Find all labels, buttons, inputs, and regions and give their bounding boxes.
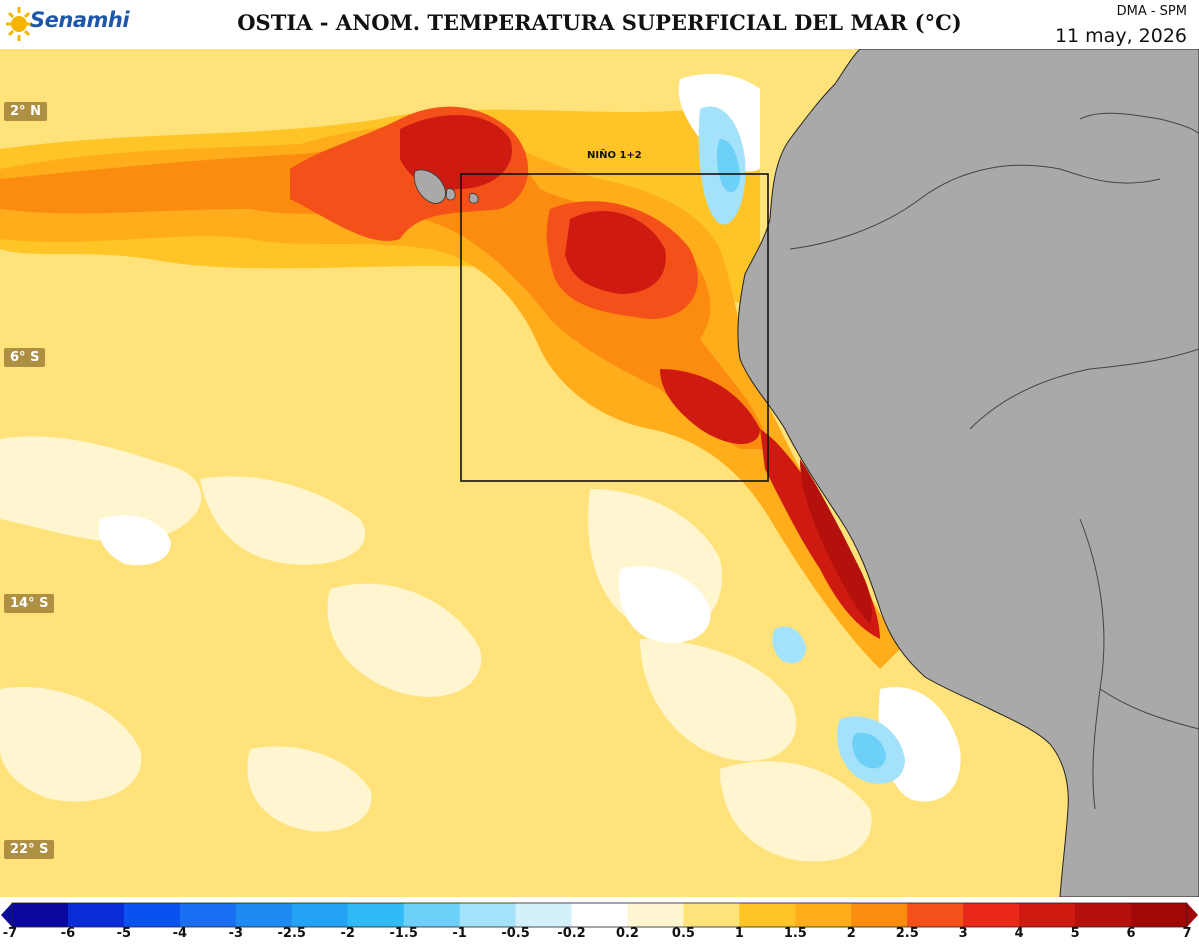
colorbar-swatch <box>235 903 293 927</box>
colorbar-tick-label: 0.5 <box>671 926 695 941</box>
anomaly-fields <box>0 106 900 670</box>
colorbar-swatch <box>739 903 796 927</box>
colorbar-swatch <box>459 903 517 927</box>
lat-label-22s: 22° S <box>4 840 55 859</box>
colorbar-ticks: -7 -6 -5 -4 -3 -2.5 -2 -1.5 -1 -0.5 -0.2 0.2 0.5 1 1.5… <box>0 926 1199 946</box>
colorbar-swatch <box>347 903 405 927</box>
colorbar-tick-label: -0.5 <box>501 926 530 941</box>
nino-region-label: NIÑO 1+2 <box>587 150 642 161</box>
colorbar-swatch <box>1131 903 1188 927</box>
colorbar-tick-label: 1 <box>734 926 744 941</box>
colorbar-tick-label: -0.2 <box>557 926 586 941</box>
colorbar-tick-label: 2.5 <box>895 926 919 941</box>
colorbar-swatch <box>123 903 181 927</box>
org-label: DMA - SPM <box>1116 4 1187 19</box>
neutral-patches <box>0 436 872 862</box>
colorbar-swatch <box>67 903 125 927</box>
colorbar-swatch <box>179 903 237 927</box>
lat-label-2n: 2° N <box>4 102 47 121</box>
colorbar-swatch <box>12 903 69 927</box>
colorbar-tick-label: -4 <box>172 926 188 941</box>
date-label: 11 may, 2026 <box>1054 25 1187 47</box>
country-borders <box>789 112 1199 810</box>
colorbar-tick-label: 6 <box>1126 926 1136 941</box>
nino-region-box <box>460 173 769 482</box>
colorbar-min-arrow <box>1 903 12 927</box>
colorbar-swatch <box>291 903 349 927</box>
colorbar-tick-label: 2 <box>846 926 856 941</box>
colorbar-swatch <box>515 903 573 927</box>
colorbar-swatch <box>795 903 852 927</box>
colorbar-swatch <box>851 903 908 927</box>
colorbar-tick-label: -3 <box>228 926 244 941</box>
lat-label-6s: 6° S <box>4 348 46 367</box>
colorbar-swatch <box>683 903 740 927</box>
colorbar-swatch <box>1019 903 1076 927</box>
colorbar-swatch <box>627 903 684 927</box>
colorbar-swatch <box>1075 903 1132 927</box>
colorbar-tick-label: 5 <box>1070 926 1080 941</box>
colorbar-swatch <box>907 903 964 927</box>
sst-anomaly-map <box>0 49 1199 897</box>
colorbar-tick-label: 4 <box>1014 926 1024 941</box>
colorbar-outline <box>11 902 1188 928</box>
colorbar-tick-label: -1 <box>452 926 467 941</box>
colorbar <box>1 902 1198 928</box>
colorbar-tick-label: -7 <box>2 926 18 941</box>
logo-text: Senamhi <box>30 8 130 32</box>
colorbar-tick-label: -2 <box>340 926 355 941</box>
colorbar-max-arrow <box>1187 903 1198 927</box>
map-title: OSTIA - ANOM. TEMPERATURA SUPERFICIAL DE… <box>237 10 962 35</box>
galapagos-islands <box>413 169 479 204</box>
colorbar-swatch <box>963 903 1020 927</box>
land-south-america <box>737 49 1199 897</box>
header: Senamhi OSTIA - ANOM. TEMPERATURA SUPERF… <box>0 0 1199 48</box>
colorbar-tick-label: -1.5 <box>389 926 418 941</box>
senamhi-logo: Senamhi <box>4 2 130 46</box>
colorbar-swatch <box>571 903 628 927</box>
colorbar-tick-label: 7 <box>1182 926 1192 941</box>
colorbar-tick-label: 0.2 <box>615 926 639 941</box>
sun-icon <box>6 7 32 41</box>
colorbar-tick-label: -5 <box>116 926 132 941</box>
colorbar-tick-label: 1.5 <box>783 926 807 941</box>
lat-label-14s: 14° S <box>4 594 55 613</box>
colorbar-tick-label: -6 <box>60 926 76 941</box>
cold-anomaly-patches <box>698 106 905 784</box>
colorbar-swatch <box>403 903 461 927</box>
colorbar-tick-label: 3 <box>958 926 968 941</box>
colorbar-tick-label: -2.5 <box>277 926 306 941</box>
